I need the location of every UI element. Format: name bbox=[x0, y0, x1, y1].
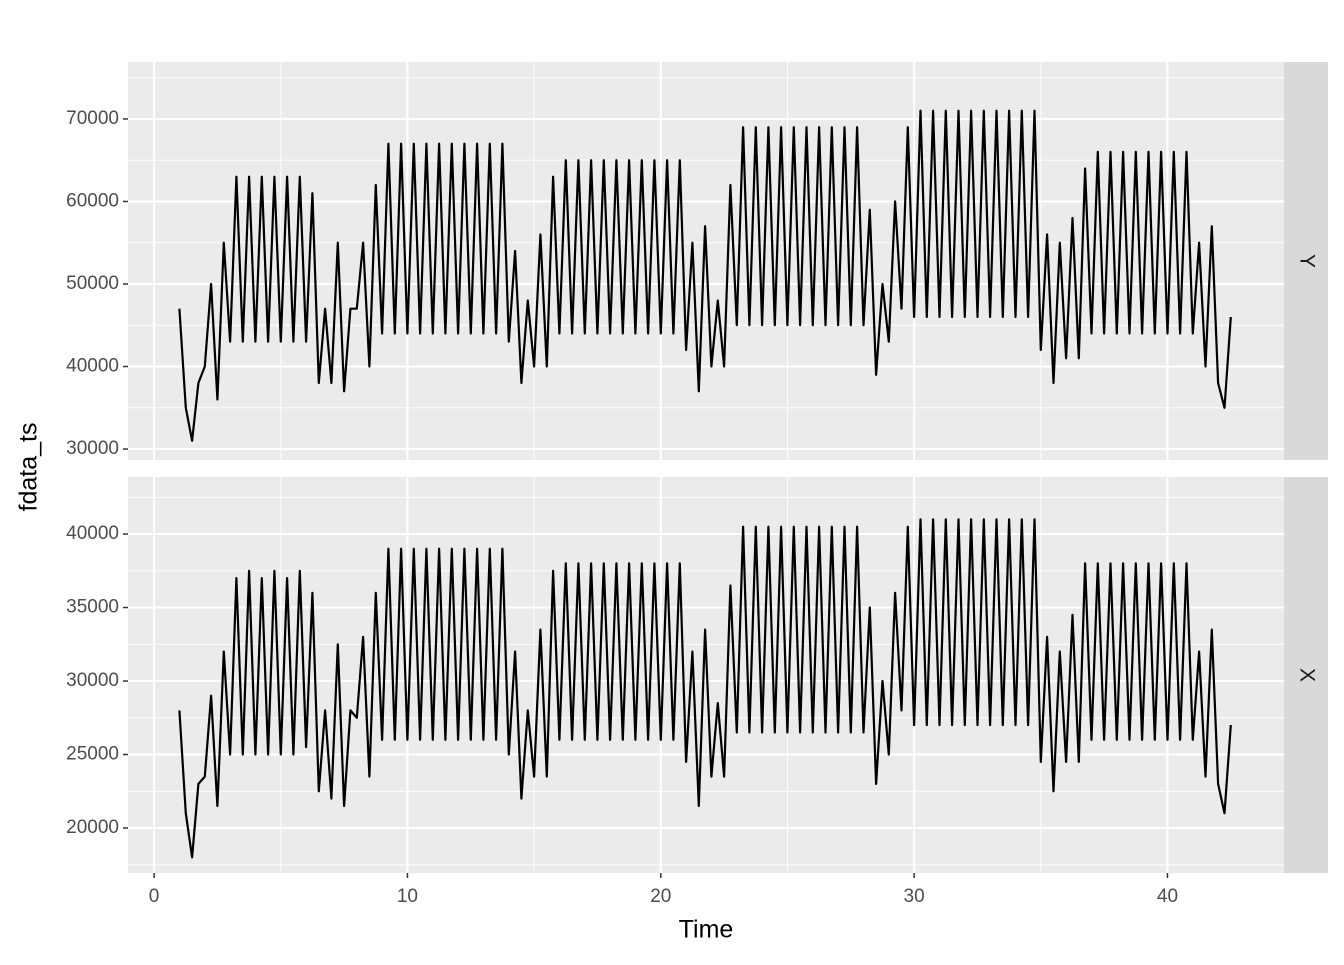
y-axis-title: fdata_ts bbox=[15, 423, 43, 512]
strip-label: Y bbox=[1295, 254, 1318, 268]
y-tick-label: 70000 bbox=[66, 108, 119, 129]
strip-label: X bbox=[1295, 668, 1318, 682]
series-line bbox=[178, 518, 1232, 859]
y-tick-label: 60000 bbox=[66, 190, 119, 211]
x-tick-label: 10 bbox=[397, 886, 418, 907]
y-tick-label: 30000 bbox=[66, 438, 119, 459]
y-tick-label: 35000 bbox=[66, 597, 119, 618]
x-tick-label: 0 bbox=[149, 886, 160, 907]
y-tick-label: 20000 bbox=[66, 817, 119, 838]
y-tick-label: 50000 bbox=[66, 273, 119, 294]
strip-background bbox=[1284, 477, 1328, 873]
y-tick-label: 40000 bbox=[66, 356, 119, 377]
y-tick-label: 40000 bbox=[66, 523, 119, 544]
x-axis-title: Time bbox=[679, 916, 734, 944]
y-tick-label: 25000 bbox=[66, 744, 119, 765]
y-tick-label: 30000 bbox=[66, 670, 119, 691]
x-tick-label: 30 bbox=[904, 886, 925, 907]
strip-background bbox=[1284, 62, 1328, 460]
x-tick-label: 40 bbox=[1157, 886, 1178, 907]
series-line bbox=[178, 109, 1232, 442]
x-tick-label: 20 bbox=[650, 886, 671, 907]
